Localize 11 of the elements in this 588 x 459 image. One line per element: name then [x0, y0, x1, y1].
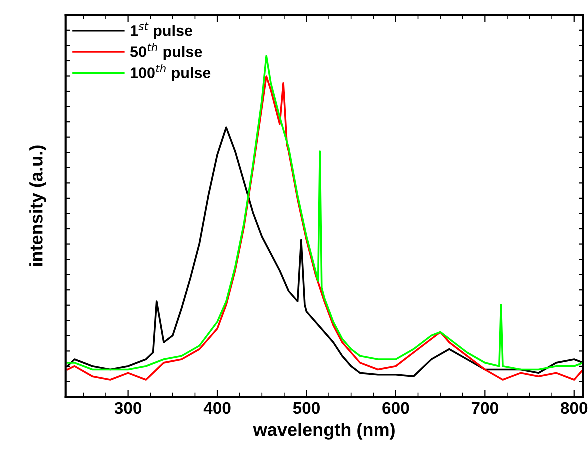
x-tick-label: 600 [382, 402, 410, 414]
legend-label: 100$^{th}$ pulse [130, 64, 211, 82]
x-axis-title: wavelength (nm) [253, 422, 395, 440]
x-tick-label: 800 [561, 402, 588, 414]
x-tick-label: 500 [293, 402, 320, 414]
legend-label: 1$^{st}$ pulse [130, 22, 192, 40]
y-axis-title: intensity (a.u.) [30, 146, 46, 266]
x-tick-label: 400 [204, 402, 231, 414]
x-tick-label: 300 [114, 402, 142, 414]
x-tick-label: 700 [472, 402, 498, 414]
legend-label: 50$^{th}$ pulse [130, 43, 202, 60]
